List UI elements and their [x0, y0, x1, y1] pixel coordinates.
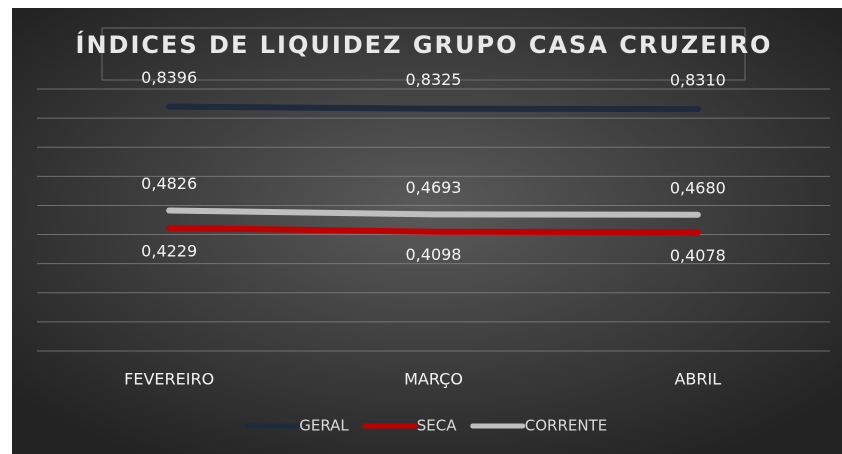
x-tick-label: MARÇO: [404, 370, 463, 389]
chart-title: ÍNDICES DE LIQUIDEZ GRUPO CASA CRUZEIRO: [76, 30, 773, 59]
data-label: 0,4693: [406, 178, 462, 197]
x-tick-label: FEVEREIRO: [124, 370, 214, 389]
grid: [37, 88, 830, 352]
legend: GERAL SECA CORRENTE: [244, 417, 607, 435]
data-label: 0,8325: [406, 70, 462, 89]
x-tick-label: ABRIL: [674, 370, 721, 389]
data-label: 0,4078: [670, 246, 726, 265]
plot: FEVEREIRO MARÇO ABRIL 0,8396 0,8325 0,8310 0,4…: [124, 68, 726, 388]
data-label: 0,4098: [406, 245, 462, 264]
legend-label: CORRENTE: [525, 417, 607, 435]
series-line: [166, 103, 701, 113]
legend-label: GERAL: [299, 417, 349, 435]
series-line: [166, 207, 701, 218]
data-label: 0,8310: [670, 71, 726, 90]
data-label: 0,4229: [141, 241, 197, 260]
data-label: 0,4680: [670, 178, 726, 197]
data-label: 0,8396: [141, 68, 197, 87]
series-line: [166, 224, 701, 236]
data-label: 0,4826: [141, 174, 197, 193]
legend-label: SECA: [417, 417, 457, 435]
title-box: [101, 27, 746, 81]
